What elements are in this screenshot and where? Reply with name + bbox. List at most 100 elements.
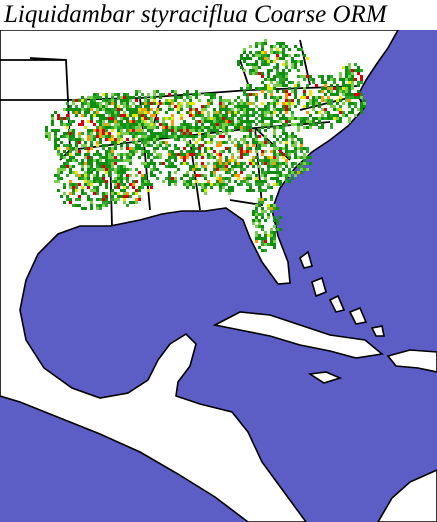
vegetation-cell <box>123 171 126 174</box>
vegetation-cell <box>285 135 288 138</box>
vegetation-cell <box>228 120 231 123</box>
vegetation-cell <box>63 108 66 111</box>
vegetation-cell <box>123 105 126 108</box>
vegetation-cell <box>267 165 270 168</box>
vegetation-cell <box>114 141 117 144</box>
vegetation-cell <box>102 123 105 126</box>
vegetation-cell <box>153 138 156 141</box>
vegetation-cell <box>216 111 219 114</box>
vegetation-cell <box>342 102 345 105</box>
vegetation-cell <box>357 72 360 75</box>
vegetation-cell <box>258 219 261 222</box>
vegetation-cell <box>126 132 129 135</box>
vegetation-cell <box>285 141 288 144</box>
vegetation-cell <box>129 162 132 165</box>
vegetation-cell <box>276 120 279 123</box>
vegetation-cell <box>81 165 84 168</box>
vegetation-cell <box>273 159 276 162</box>
vegetation-cell <box>222 165 225 168</box>
vegetation-cell <box>264 141 267 144</box>
vegetation-cell <box>240 108 243 111</box>
vegetation-cell <box>222 183 225 186</box>
vegetation-cell <box>252 165 255 168</box>
vegetation-cell <box>279 108 282 111</box>
vegetation-cell <box>204 108 207 111</box>
vegetation-cell <box>237 177 240 180</box>
vegetation-cell <box>267 111 270 114</box>
vegetation-cell <box>228 135 231 138</box>
vegetation-cell <box>255 141 258 144</box>
vegetation-cell <box>132 96 135 99</box>
vegetation-cell <box>339 108 342 111</box>
vegetation-cell <box>321 108 324 111</box>
vegetation-cell <box>72 138 75 141</box>
vegetation-cell <box>228 171 231 174</box>
vegetation-cell <box>261 159 264 162</box>
vegetation-cell <box>102 201 105 204</box>
vegetation-cell <box>297 129 300 132</box>
vegetation-cell <box>255 117 258 120</box>
vegetation-cell <box>120 156 123 159</box>
vegetation-cell <box>246 54 249 57</box>
vegetation-cell <box>72 165 75 168</box>
vegetation-cell <box>81 144 84 147</box>
vegetation-cell <box>273 165 276 168</box>
vegetation-cell <box>87 108 90 111</box>
vegetation-cell <box>156 132 159 135</box>
vegetation-cell <box>63 156 66 159</box>
vegetation-cell <box>93 174 96 177</box>
vegetation-cell <box>147 156 150 159</box>
vegetation-cell <box>111 180 114 183</box>
vegetation-cell <box>108 168 111 171</box>
vegetation-cell <box>111 120 114 123</box>
vegetation-cell <box>147 99 150 102</box>
vegetation-cell <box>189 129 192 132</box>
vegetation-cell <box>240 105 243 108</box>
vegetation-cell <box>276 177 279 180</box>
vegetation-cell <box>213 111 216 114</box>
vegetation-cell <box>270 171 273 174</box>
vegetation-cell <box>240 165 243 168</box>
vegetation-cell <box>285 147 288 150</box>
vegetation-cell <box>180 117 183 120</box>
vegetation-cell <box>99 177 102 180</box>
vegetation-cell <box>111 114 114 117</box>
vegetation-cell <box>267 126 270 129</box>
vegetation-cell <box>123 183 126 186</box>
vegetation-cell <box>291 117 294 120</box>
vegetation-cell <box>303 162 306 165</box>
vegetation-cell <box>258 72 261 75</box>
vegetation-cell <box>129 132 132 135</box>
vegetation-cell <box>270 198 273 201</box>
vegetation-cell <box>243 129 246 132</box>
vegetation-cell <box>246 57 249 60</box>
vegetation-cell <box>225 159 228 162</box>
vegetation-cell <box>246 117 249 120</box>
vegetation-cell <box>162 180 165 183</box>
vegetation-cell <box>285 123 288 126</box>
vegetation-cell <box>123 141 126 144</box>
vegetation-cell <box>291 132 294 135</box>
vegetation-cell <box>117 168 120 171</box>
vegetation-cell <box>255 225 258 228</box>
vegetation-cell <box>168 150 171 153</box>
vegetation-cell <box>255 135 258 138</box>
vegetation-cell <box>276 75 279 78</box>
vegetation-cell <box>99 114 102 117</box>
vegetation-cell <box>285 138 288 141</box>
vegetation-cell <box>117 159 120 162</box>
vegetation-cell <box>81 138 84 141</box>
vegetation-cell <box>105 117 108 120</box>
vegetation-cell <box>129 153 132 156</box>
vegetation-cell <box>255 93 258 96</box>
vegetation-cell <box>57 174 60 177</box>
vegetation-cell <box>300 144 303 147</box>
vegetation-cell <box>63 186 66 189</box>
vegetation-cell <box>108 138 111 141</box>
vegetation-cell <box>81 132 84 135</box>
vegetation-cell <box>120 177 123 180</box>
vegetation-cell <box>243 120 246 123</box>
vegetation-cell <box>171 102 174 105</box>
vegetation-cell <box>153 90 156 93</box>
vegetation-cell <box>87 132 90 135</box>
